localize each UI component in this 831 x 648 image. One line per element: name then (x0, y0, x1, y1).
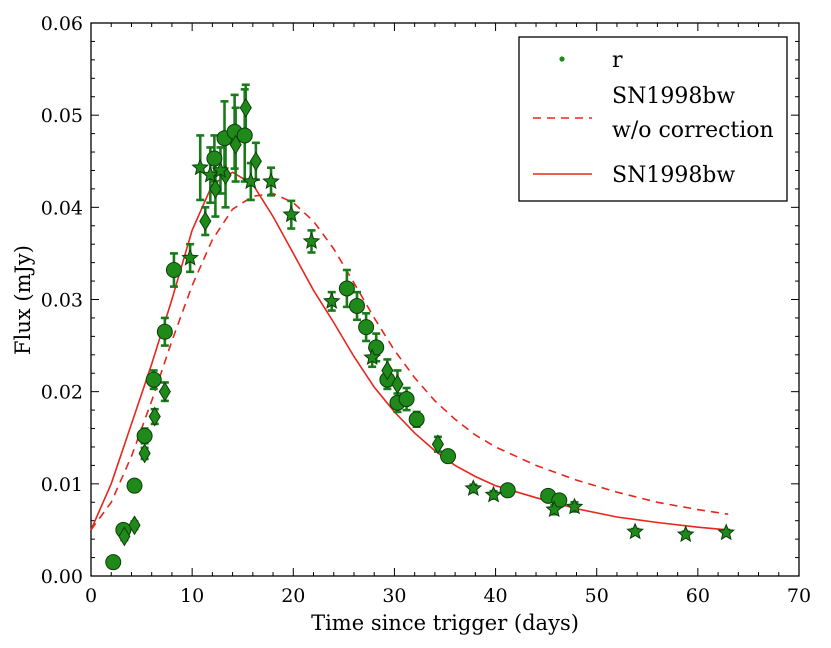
x-axis-title: Time since trigger (days) (311, 611, 579, 635)
data-point-star (302, 232, 321, 249)
data-point-diamond (118, 526, 131, 547)
data-point-star (262, 172, 280, 190)
data-point-star (545, 500, 564, 518)
x-tick-label: 60 (686, 585, 710, 607)
y-axis-title: Flux (mJy) (11, 245, 35, 355)
data-point-circle (136, 427, 153, 444)
x-tick-label: 50 (585, 585, 609, 607)
y-tick-label: 0.01 (41, 474, 83, 496)
x-tick-label: 40 (483, 585, 507, 607)
data-point-circle (358, 319, 375, 336)
data-point-diamond (249, 151, 262, 172)
data-point-diamond (391, 374, 404, 395)
data-point-diamond (381, 360, 394, 381)
data-point-star (191, 158, 210, 176)
data-point-circle (165, 262, 182, 279)
data-point-diamond (138, 443, 151, 464)
series-line-sn1998bw-uncorrected (90, 192, 729, 531)
data-point-star (181, 248, 199, 266)
y-tick-labels: 0.00 0.01 0.02 0.03 0.04 0.05 0.06 (41, 13, 83, 588)
legend-label-uncorrected-line2: w/o correction (612, 118, 774, 143)
data-point-circle (349, 297, 366, 314)
y-tick-label: 0.04 (41, 197, 83, 219)
data-point-star (322, 291, 341, 309)
data-point-star (565, 497, 584, 515)
data-point-diamond (148, 406, 161, 427)
legend: r SN1998bw w/o correction SN1998bw (518, 36, 788, 202)
data-point-circle (126, 477, 143, 494)
data-point-diamond (158, 381, 171, 402)
y-tick-label: 0.06 (41, 13, 83, 35)
data-point-star (464, 479, 483, 496)
data-point-diamond (239, 97, 252, 118)
y-tick-label: 0.02 (41, 382, 83, 404)
data-point-circle (408, 411, 425, 428)
data-point-diamond (229, 134, 242, 155)
data-point-diamond (128, 515, 141, 536)
legend-label-r: r (612, 48, 623, 73)
x-tick-label: 10 (180, 585, 204, 607)
x-tick-label: 30 (382, 585, 406, 607)
legend-marker-r (559, 56, 565, 62)
x-tick-label: 70 (787, 585, 811, 607)
x-tick-labels: 0 10 20 30 40 50 60 70 (85, 585, 811, 607)
legend-label-uncorrected-line1: SN1998bw (612, 84, 735, 109)
data-point-star (363, 348, 382, 366)
legend-label-sn1998bw: SN1998bw (612, 163, 735, 188)
data-point-circle (499, 482, 516, 499)
data-point-circle (440, 448, 457, 465)
data-point-star (201, 165, 220, 183)
data-point-diamond (199, 211, 212, 232)
data-point-star (211, 161, 230, 178)
data-point-star (484, 485, 503, 503)
x-tick-label: 0 (85, 585, 97, 607)
y-tick-label: 0.00 (41, 566, 83, 588)
data-point-circle (338, 280, 355, 297)
data-point-circle (398, 391, 415, 408)
data-point-star (717, 523, 736, 541)
data-point-star (241, 172, 260, 190)
data-point-star (626, 522, 645, 540)
y-tick-label: 0.05 (41, 105, 83, 127)
data-point-circle (105, 554, 122, 571)
data-point-circle (236, 127, 253, 144)
x-tick-label: 20 (281, 585, 305, 607)
data-point-star (676, 525, 695, 543)
axis-ticks (90, 22, 800, 577)
data-point-circle (206, 150, 223, 167)
data-point-diamond (209, 178, 222, 199)
data-point-circle (156, 323, 173, 340)
y-tick-label: 0.03 (41, 290, 83, 312)
data-point-star (282, 205, 301, 223)
data-point-diamond (431, 434, 445, 455)
data-points (105, 97, 736, 571)
data-point-circle (145, 371, 162, 388)
